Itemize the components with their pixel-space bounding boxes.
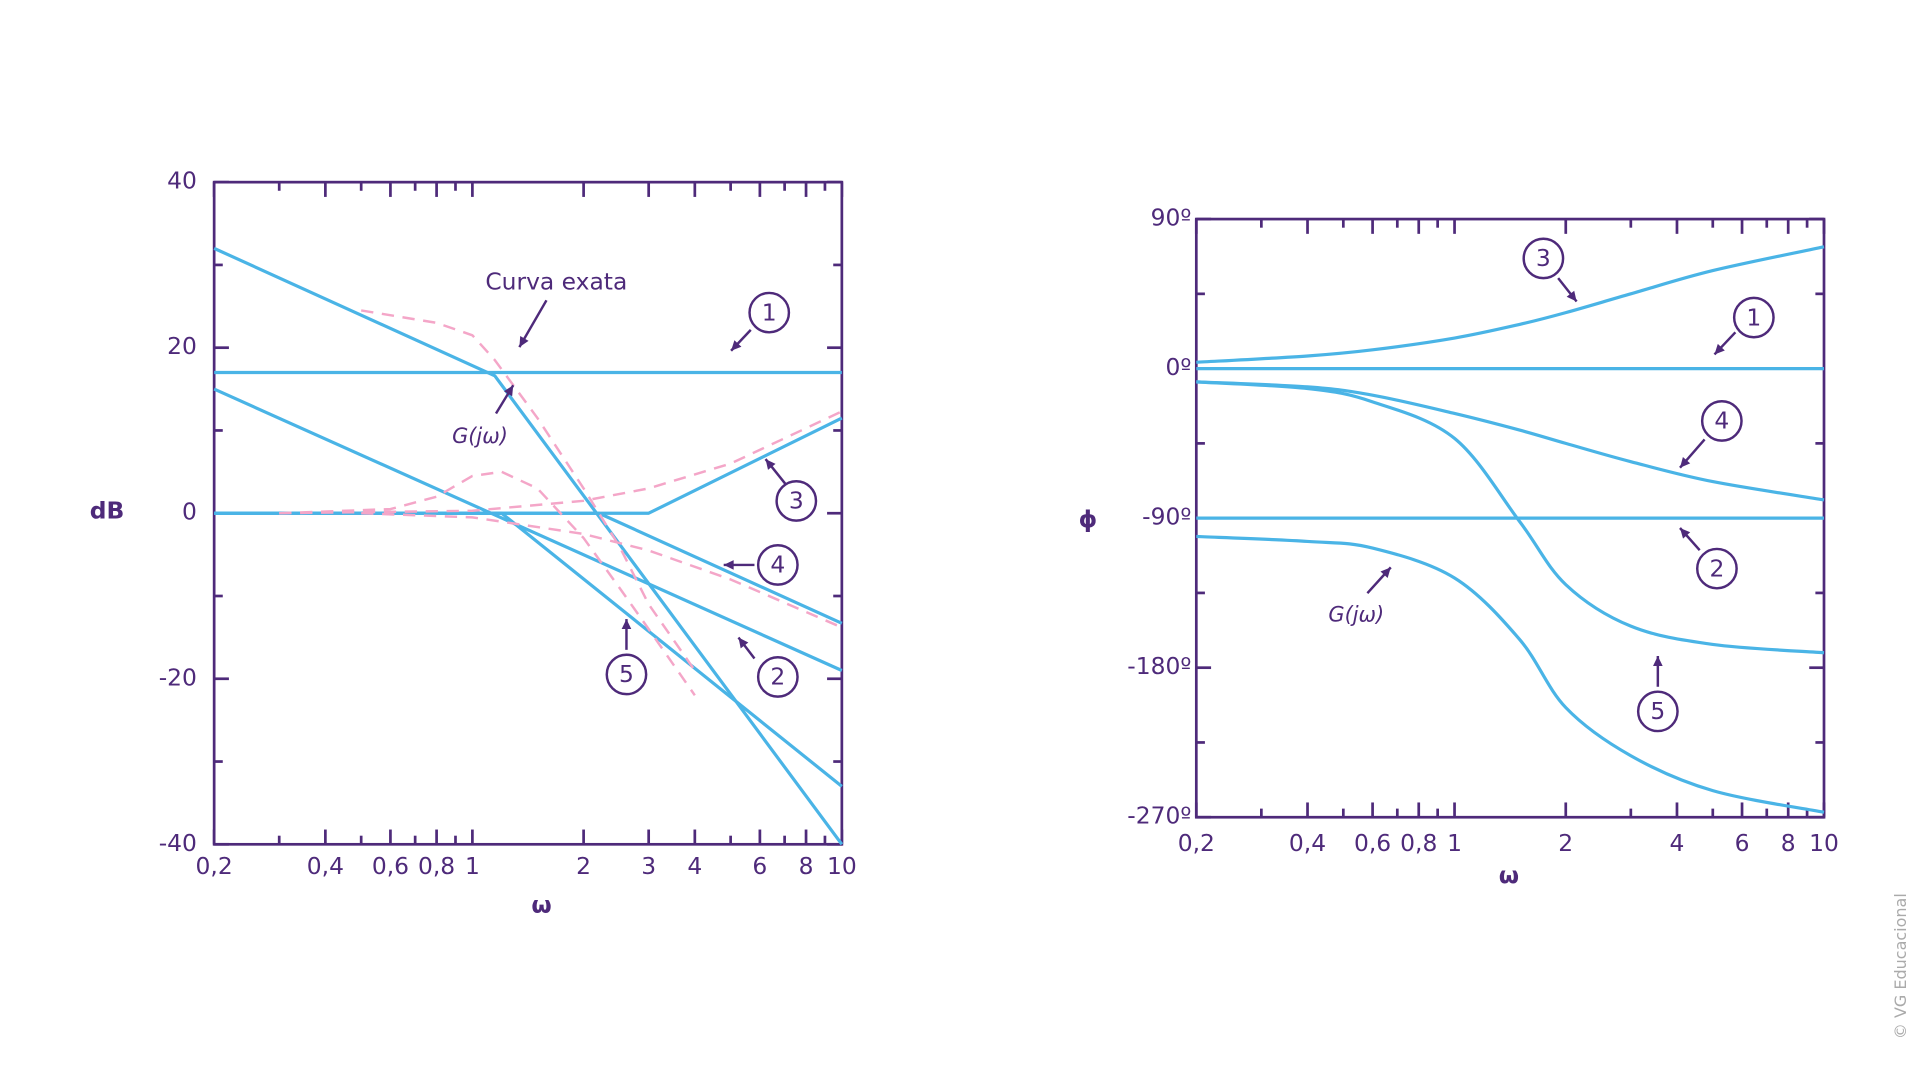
label-circle: [775, 480, 818, 522]
label-circle: [1636, 690, 1679, 733]
x-tick-label: 10: [827, 852, 857, 880]
label-circle: [756, 544, 799, 586]
exact-curve: [361, 512, 843, 629]
x-tick-label: 2: [1558, 829, 1573, 857]
x-tick-label: 0,4: [1289, 829, 1326, 857]
arrow-head: [1680, 528, 1691, 539]
x-tick-label: 8: [1781, 829, 1796, 857]
y-tick-label: -90º: [1142, 503, 1191, 531]
x-tick-label: 0,6: [1354, 829, 1391, 857]
arrow-head: [519, 336, 529, 348]
arrow-head: [1680, 457, 1691, 468]
label-circle: [1522, 237, 1565, 280]
arrow-head: [1566, 290, 1577, 302]
y-tick-label: 40: [167, 167, 197, 195]
y-tick-label: 0º: [1165, 353, 1191, 381]
exact-curve: [279, 470, 696, 697]
x-tick-label: 1: [1447, 829, 1462, 857]
arrow-head: [621, 619, 632, 630]
asymptote-line: [1196, 245, 1825, 364]
arrow-head: [738, 637, 749, 649]
series-label: 2: [770, 663, 785, 691]
x-tick-label: 0,6: [372, 852, 409, 880]
series-label: G(jω): [452, 424, 508, 448]
label-circle: [756, 656, 799, 698]
series-label: 3: [789, 487, 804, 515]
x-tick-label: 1: [465, 852, 480, 880]
x-tick-label: 8: [799, 852, 814, 880]
label-circle: [748, 291, 791, 334]
series-label: 5: [1650, 697, 1665, 725]
y-axis-label: ϕ: [1079, 505, 1098, 533]
arrow-head: [723, 560, 734, 570]
x-tick-label: 0,2: [196, 852, 233, 880]
x-tick-label: 2: [576, 852, 591, 880]
exact-curve: [279, 410, 843, 515]
series-label: G(jω): [1328, 602, 1384, 626]
series-label: 5: [619, 660, 634, 688]
y-tick-label: 0: [182, 498, 197, 526]
x-axis-label: ω: [531, 890, 551, 918]
label-circle: [1700, 400, 1743, 442]
series-label: 4: [1714, 407, 1729, 435]
arrow-head: [1653, 656, 1663, 666]
label-circle: [1732, 296, 1775, 339]
y-tick-label: -20: [159, 663, 197, 691]
arrow-head: [1380, 567, 1391, 579]
credit: © VG Educacional: [1891, 893, 1910, 1039]
x-tick-label: 4: [1670, 829, 1685, 857]
x-tick-label: 6: [752, 852, 767, 880]
asymptote-line: [213, 387, 843, 672]
x-tick-label: 3: [641, 852, 656, 880]
label-circle: [605, 653, 648, 696]
x-axis-label: ω: [1499, 861, 1519, 889]
x-tick-label: 0,2: [1178, 829, 1215, 857]
y-tick-label: -180º: [1127, 652, 1191, 680]
arrow-head: [1714, 343, 1725, 355]
annotation: Curva exata: [485, 268, 627, 296]
arrow-head: [765, 459, 776, 470]
arrow-head: [731, 340, 742, 351]
y-axis-label: dB: [90, 496, 125, 524]
x-tick-label: 4: [687, 852, 702, 880]
asymptote-line: [1196, 380, 1825, 655]
series-label: 3: [1536, 244, 1551, 272]
series-label: 4: [770, 551, 785, 579]
exact-curve: [360, 309, 696, 672]
y-tick-label: -40: [159, 829, 197, 857]
x-tick-label: 0,8: [1400, 829, 1437, 857]
series-label: 1: [1746, 303, 1761, 331]
x-tick-label: 6: [1735, 829, 1750, 857]
y-tick-label: 90º: [1151, 204, 1192, 232]
x-tick-label: 0,4: [307, 852, 344, 880]
arrow-head: [503, 385, 514, 397]
series-label: 2: [1709, 554, 1724, 582]
asymptote-line: [1196, 534, 1825, 814]
series-label: 1: [762, 298, 777, 326]
x-tick-label: 0,8: [418, 852, 455, 880]
y-tick-label: 20: [167, 332, 197, 360]
asymptote-line: [213, 246, 844, 846]
label-circle: [1696, 547, 1738, 590]
x-tick-label: 10: [1809, 829, 1839, 857]
asymptote-line: [1196, 380, 1825, 502]
y-tick-label: -270º: [1127, 802, 1191, 830]
